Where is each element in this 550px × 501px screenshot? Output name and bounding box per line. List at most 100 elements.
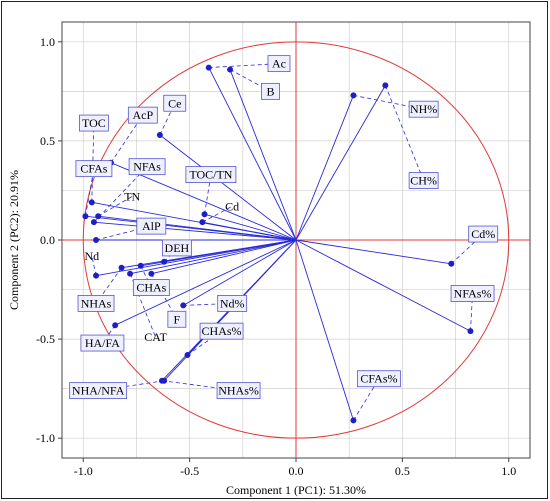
label-text-nfas: NFAs <box>133 160 161 174</box>
label-text-nhas-pct: NHAs% <box>218 384 259 398</box>
label-box-nfas-pct <box>450 285 495 302</box>
label-text-nd-pct: Nd% <box>220 296 245 310</box>
label-text-ac: Ac <box>272 57 286 71</box>
vector-cd <box>202 221 297 241</box>
point-cd-pct <box>448 260 455 267</box>
label-ch-pct: CH% <box>408 172 439 189</box>
leader-line-ha-fa <box>102 324 116 344</box>
label-text-cd-pct: Cd% <box>471 227 495 241</box>
label-alp: AlP <box>136 217 167 235</box>
label-nfas-pct: NFAs% <box>450 285 495 302</box>
vector-ha-fa <box>114 239 297 326</box>
vector-nh-pct <box>295 95 354 241</box>
label-deh: DEH <box>161 239 192 257</box>
label-text-toc-tn: TOC/TN <box>189 168 232 182</box>
tick-label-layer: -1.0 -0.5 0.0 0.5 1.0 1.0 0.5 0.0 -0.5 -1.0 <box>36 35 516 478</box>
label-f: F <box>167 310 187 328</box>
label-box-cfas <box>75 160 113 178</box>
leader-line-toc <box>91 123 95 203</box>
y-axis-title: Component 2 (PC2): 20.91% <box>7 170 21 310</box>
label-box-nha-nfa <box>69 382 128 400</box>
point-toc <box>88 199 95 206</box>
label-text-nh-pct: NH% <box>410 102 437 116</box>
label-box-nhas <box>77 295 115 312</box>
vector-ac <box>208 67 297 241</box>
point-deh <box>161 258 168 265</box>
leader-line-ch-pct <box>384 85 425 181</box>
vector-nfas-pct <box>295 239 471 332</box>
point-toc-tn <box>201 211 208 218</box>
label-text-cfas-pct: CFAs% <box>360 372 397 386</box>
label-cfas-pct: CFAs% <box>357 370 401 388</box>
label-nd-pct: Nd% <box>217 295 248 312</box>
leader-line-cat <box>129 273 156 338</box>
label-text-ha-fa: HA/FA <box>85 336 120 350</box>
point-cfas <box>82 213 89 220</box>
label-nd: Nd <box>84 249 99 263</box>
label-toc-tn: TOC/TN <box>185 166 237 184</box>
label-box-ch-pct <box>408 172 439 189</box>
x-tick-label: -1.0 <box>74 464 93 478</box>
label-text-tn: TN <box>124 189 140 203</box>
label-cd-pct: Cd% <box>468 225 499 243</box>
label-text-b: B <box>266 84 274 98</box>
label-tn: TN <box>124 189 140 203</box>
label-text-chas: CHAs <box>136 281 166 295</box>
leader-line-ac <box>208 63 280 68</box>
vector-cat <box>129 239 297 275</box>
label-box-f <box>167 310 187 328</box>
point-cfas-pct <box>350 417 357 424</box>
label-chas: CHAs <box>132 279 170 296</box>
label-text-deh: DEH <box>165 241 190 255</box>
label-acp: AcP <box>127 106 158 124</box>
x-tick-label: 1.0 <box>501 464 516 478</box>
leader-line-alp <box>95 225 152 241</box>
label-box-nfas <box>128 158 166 176</box>
vector-nd-pct <box>183 239 297 306</box>
vector-ch-pct <box>295 85 386 241</box>
label-box-ac <box>267 55 291 73</box>
label-box-deh <box>161 239 192 257</box>
label-text-cfas: CFAs <box>80 162 107 176</box>
label-nh-pct: NH% <box>408 100 439 118</box>
label-box-b <box>261 82 280 100</box>
label-text-nd: Nd <box>84 249 99 263</box>
x-axis-title: Component 1 (PC1): 51.30% <box>226 483 366 497</box>
point-chas-pct <box>184 351 191 358</box>
label-text-toc: TOC <box>82 116 106 130</box>
point-layer <box>82 64 474 424</box>
label-box-nd-pct <box>217 295 248 312</box>
point-nd <box>93 272 100 279</box>
label-box-cd-pct <box>468 225 499 243</box>
label-cat: CAT <box>144 330 167 344</box>
label-text-ce: Ce <box>168 96 181 110</box>
point-ce <box>156 131 163 138</box>
point-alp <box>93 236 100 243</box>
label-text-alp: AlP <box>142 219 161 233</box>
leader-line-nd-pct <box>183 303 233 306</box>
leader-line-nfas <box>93 166 148 223</box>
point-nfas-pct <box>467 328 474 335</box>
label-text-ch-pct: CH% <box>410 174 437 188</box>
vector-cfas-pct <box>295 239 354 421</box>
label-nfas: NFAs <box>128 158 166 176</box>
point-ac <box>205 64 212 71</box>
label-cfas: CFAs <box>75 160 113 178</box>
label-box-chas-pct <box>199 322 244 340</box>
x-tick-label: 0.0 <box>289 464 304 478</box>
variable-label-layer: Ac B Ce AcP TOC CFAs NFAs TOC/TN TN Cd AlP DEH Nd CHA… <box>69 55 499 400</box>
label-ac: Ac <box>267 55 291 73</box>
vector-b <box>229 69 297 241</box>
y-tick-label: -0.5 <box>36 332 55 346</box>
point-nd-pct <box>180 302 187 309</box>
leader-line-nd <box>91 255 97 276</box>
label-text-nhas: NHAs <box>81 296 112 310</box>
point-tn <box>95 213 102 220</box>
label-b: B <box>261 82 280 100</box>
label-nhas: NHAs <box>77 295 115 312</box>
label-nha-nfa: NHA/NFA <box>69 382 128 400</box>
label-ha-fa: HA/FA <box>80 334 125 352</box>
vector-nfas <box>93 221 297 241</box>
x-tick-label: -0.5 <box>180 464 199 478</box>
